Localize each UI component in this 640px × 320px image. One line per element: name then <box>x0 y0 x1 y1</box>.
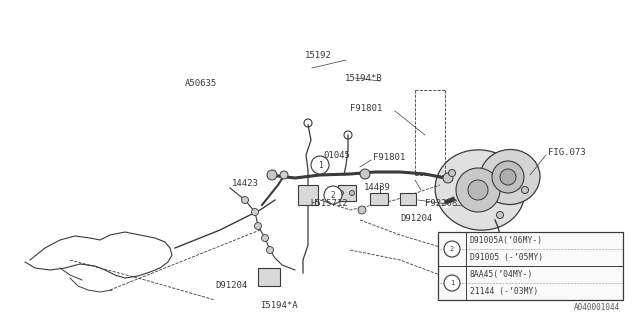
Text: 2: 2 <box>331 190 335 199</box>
Text: F91801: F91801 <box>373 153 405 162</box>
Text: 8AA45(’04MY-): 8AA45(’04MY-) <box>470 270 533 279</box>
Text: D91005 (-’05MY): D91005 (-’05MY) <box>470 253 543 262</box>
Text: 15192: 15192 <box>305 51 332 60</box>
Circle shape <box>449 170 456 177</box>
Circle shape <box>468 180 488 200</box>
Text: A50635: A50635 <box>185 78 217 87</box>
Circle shape <box>443 173 453 183</box>
Circle shape <box>311 156 329 174</box>
Text: D91204: D91204 <box>400 213 432 222</box>
Bar <box>370 193 388 205</box>
Text: D91005A(’06MY-): D91005A(’06MY-) <box>470 236 543 245</box>
Text: 14423: 14423 <box>232 179 259 188</box>
Text: FIG.073: FIG.073 <box>548 148 586 156</box>
Text: 15194*B: 15194*B <box>345 74 383 83</box>
Circle shape <box>262 235 269 242</box>
Text: D91204: D91204 <box>215 281 247 290</box>
Bar <box>298 185 318 205</box>
Text: I5194*A: I5194*A <box>260 300 298 309</box>
Text: F91801: F91801 <box>350 103 382 113</box>
Circle shape <box>358 206 366 214</box>
Circle shape <box>267 170 277 180</box>
Circle shape <box>360 169 370 179</box>
Ellipse shape <box>480 149 540 204</box>
Circle shape <box>280 171 288 179</box>
Circle shape <box>241 196 248 204</box>
Ellipse shape <box>435 150 525 230</box>
Circle shape <box>497 212 504 219</box>
Circle shape <box>255 222 262 229</box>
Text: 2: 2 <box>450 246 454 252</box>
Circle shape <box>339 190 344 196</box>
Circle shape <box>266 246 273 253</box>
Text: 1: 1 <box>317 161 323 170</box>
Text: 14439: 14439 <box>364 182 391 191</box>
Circle shape <box>444 241 460 257</box>
Text: 1: 1 <box>450 280 454 286</box>
Text: 21144 (-’03MY): 21144 (-’03MY) <box>470 287 538 296</box>
Circle shape <box>252 209 259 215</box>
Circle shape <box>492 161 524 193</box>
Bar <box>338 185 356 201</box>
Bar <box>400 193 416 205</box>
Text: A040001044: A040001044 <box>573 303 620 312</box>
Bar <box>438 232 623 300</box>
Circle shape <box>456 168 500 212</box>
Text: F92208: F92208 <box>425 198 457 207</box>
Circle shape <box>444 275 460 291</box>
Bar <box>258 268 280 286</box>
Circle shape <box>522 187 529 194</box>
Circle shape <box>349 190 355 196</box>
Text: H515712: H515712 <box>310 198 348 207</box>
Circle shape <box>324 186 342 204</box>
Text: 01045: 01045 <box>323 150 350 159</box>
Circle shape <box>500 169 516 185</box>
